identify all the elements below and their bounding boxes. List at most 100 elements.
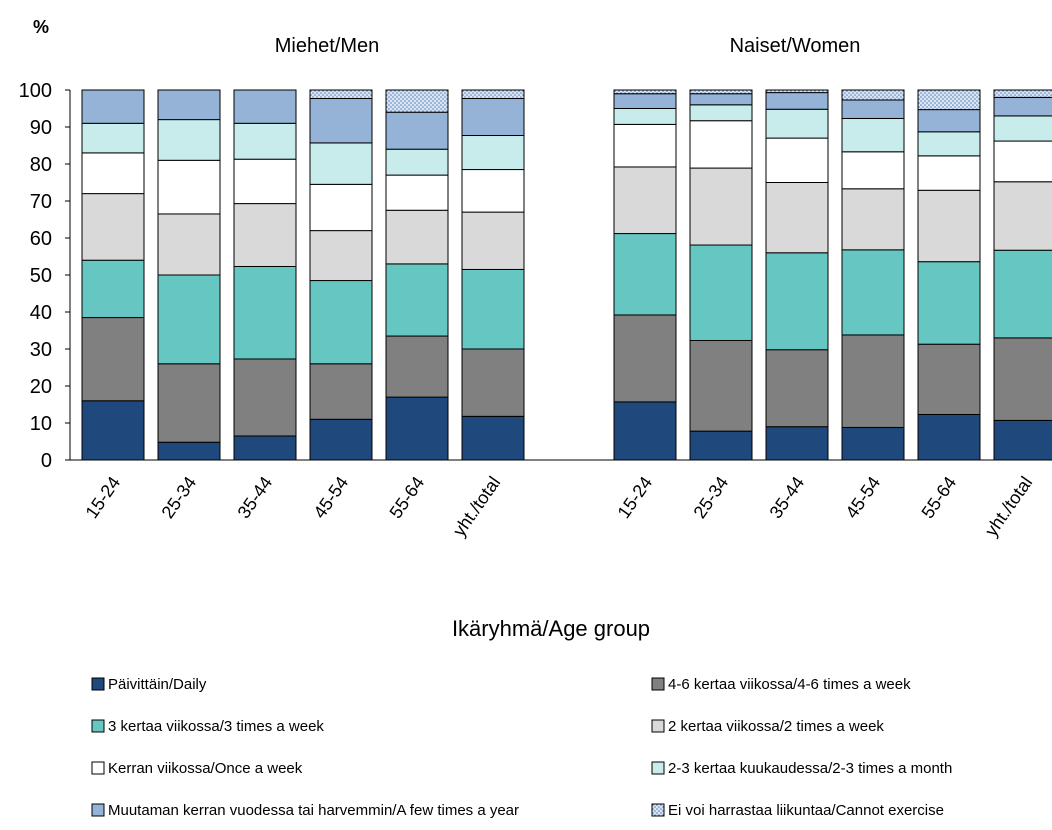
x-axis-title: Ikäryhmä/Age group bbox=[452, 616, 650, 641]
bar-segment bbox=[385, 396, 449, 461]
x-tick-label: 15-24 bbox=[81, 473, 124, 522]
bar-segment bbox=[81, 259, 145, 319]
x-tick-label: 35-44 bbox=[765, 473, 808, 522]
y-axis: 0 10 20 30 40 50 60 70 80 90 100 bbox=[19, 80, 71, 472]
y-tick-label: 10 bbox=[30, 413, 52, 435]
bar-segment bbox=[765, 349, 829, 428]
bar-segment bbox=[385, 263, 449, 337]
legend: Päivittäin/Daily 4-6 kertaa viikossa/4-6 … bbox=[91, 676, 952, 819]
bar-segment bbox=[765, 182, 829, 254]
bar-segment bbox=[765, 92, 829, 110]
x-tick-label: 45-54 bbox=[841, 473, 884, 522]
y-tick-label: 0 bbox=[41, 450, 52, 472]
bar-segment bbox=[689, 339, 753, 432]
bar-segment bbox=[233, 203, 297, 267]
bar-segment bbox=[917, 89, 981, 111]
bar-segment bbox=[993, 140, 1052, 183]
bar-segment bbox=[309, 98, 373, 144]
bar-segment bbox=[385, 89, 449, 113]
bar-segment bbox=[157, 89, 221, 121]
group-title-men: Miehet/Men bbox=[275, 35, 380, 57]
bar-segment bbox=[917, 155, 981, 191]
legend-entry: 4-6 kertaa viikossa/4-6 times a week bbox=[668, 676, 911, 693]
x-tick-label: 45-54 bbox=[309, 473, 352, 522]
bar-segment bbox=[689, 120, 753, 169]
legend-entry: 3 kertaa viikossa/3 times a week bbox=[108, 718, 324, 735]
bar-segment bbox=[841, 89, 905, 101]
x-tick-label: 15-24 bbox=[613, 473, 656, 522]
y-tick-label: 20 bbox=[30, 376, 52, 398]
legend-swatch bbox=[91, 761, 105, 775]
bar-segment bbox=[157, 119, 221, 161]
legend-entry: Muutaman kerran vuodessa tai harvemmin/A… bbox=[108, 802, 519, 819]
bar-segment bbox=[917, 131, 981, 157]
bar-segment bbox=[461, 211, 525, 270]
bar-segment bbox=[461, 415, 525, 461]
bar-segment bbox=[689, 430, 753, 461]
bar-segment bbox=[461, 98, 525, 137]
x-tick-label: 35-44 bbox=[233, 473, 276, 522]
bar-segment bbox=[917, 189, 981, 263]
bar-segment bbox=[157, 441, 221, 461]
legend-swatch bbox=[91, 719, 105, 733]
bar-segment bbox=[157, 274, 221, 365]
bar-segment bbox=[993, 115, 1052, 142]
bar-segment bbox=[613, 89, 677, 95]
bar-segment bbox=[309, 418, 373, 461]
bar-segment bbox=[385, 209, 449, 265]
bar-segment bbox=[157, 213, 221, 276]
bar-segment bbox=[993, 249, 1052, 339]
y-tick-label: 80 bbox=[30, 154, 52, 176]
y-tick-label: 90 bbox=[30, 117, 52, 139]
bar-segment bbox=[461, 135, 525, 171]
legend-swatch bbox=[651, 803, 665, 817]
bar-segment bbox=[461, 348, 525, 417]
bar-segment bbox=[613, 314, 677, 403]
x-tick-label: yht./total bbox=[981, 473, 1036, 540]
bar-segment bbox=[233, 89, 297, 124]
x-tick-label: 55-64 bbox=[385, 473, 428, 522]
bar-segment bbox=[81, 152, 145, 195]
x-tick-label: 25-34 bbox=[157, 473, 200, 522]
bar-segment bbox=[309, 363, 373, 420]
bars bbox=[81, 89, 1052, 461]
bar-segment bbox=[613, 123, 677, 168]
y-tick-label: 40 bbox=[30, 302, 52, 324]
bar-segment bbox=[385, 111, 449, 150]
bar-segment bbox=[917, 413, 981, 461]
bar-segment bbox=[157, 363, 221, 443]
bar-segment bbox=[461, 89, 525, 100]
bar-segment bbox=[689, 244, 753, 341]
x-tick-label: yht./total bbox=[449, 473, 504, 540]
bar-segment bbox=[917, 261, 981, 345]
legend-entry: Päivittäin/Daily bbox=[108, 676, 207, 693]
bar-segment bbox=[993, 419, 1052, 461]
bar-segment bbox=[157, 159, 221, 215]
bar-segment bbox=[385, 148, 449, 176]
bar-segment bbox=[841, 188, 905, 251]
legend-swatch bbox=[91, 803, 105, 817]
bar-segment bbox=[841, 334, 905, 428]
bar-segment bbox=[765, 137, 829, 184]
bar-segment bbox=[461, 268, 525, 350]
bar-segment bbox=[689, 93, 753, 106]
bar-segment bbox=[233, 158, 297, 205]
bar-segment bbox=[993, 96, 1052, 117]
bar-segment bbox=[841, 426, 905, 461]
bar-segment bbox=[385, 335, 449, 398]
bar-segment bbox=[309, 89, 373, 100]
bar-segment bbox=[309, 183, 373, 232]
bar-segment bbox=[765, 108, 829, 139]
y-tick-label: 70 bbox=[30, 191, 52, 213]
y-tick-label: 60 bbox=[30, 228, 52, 250]
bar-segment bbox=[765, 426, 829, 461]
legend-swatch bbox=[651, 719, 665, 733]
bar-segment bbox=[309, 280, 373, 365]
legend-entry: Kerran viikossa/Once a week bbox=[108, 760, 303, 777]
bar-segment bbox=[613, 93, 677, 109]
legend-entry: 2-3 kertaa kuukaudessa/2-3 times a month bbox=[668, 760, 952, 777]
bar-segment bbox=[841, 117, 905, 153]
bar-segment bbox=[233, 122, 297, 160]
bar-segment bbox=[917, 343, 981, 415]
